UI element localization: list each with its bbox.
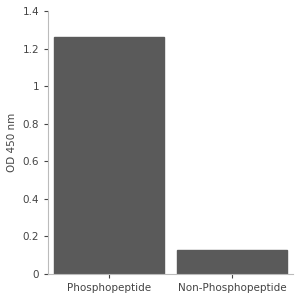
Bar bbox=[54, 37, 164, 274]
Bar bbox=[177, 250, 287, 274]
Y-axis label: OD 450 nm: OD 450 nm bbox=[7, 113, 17, 172]
